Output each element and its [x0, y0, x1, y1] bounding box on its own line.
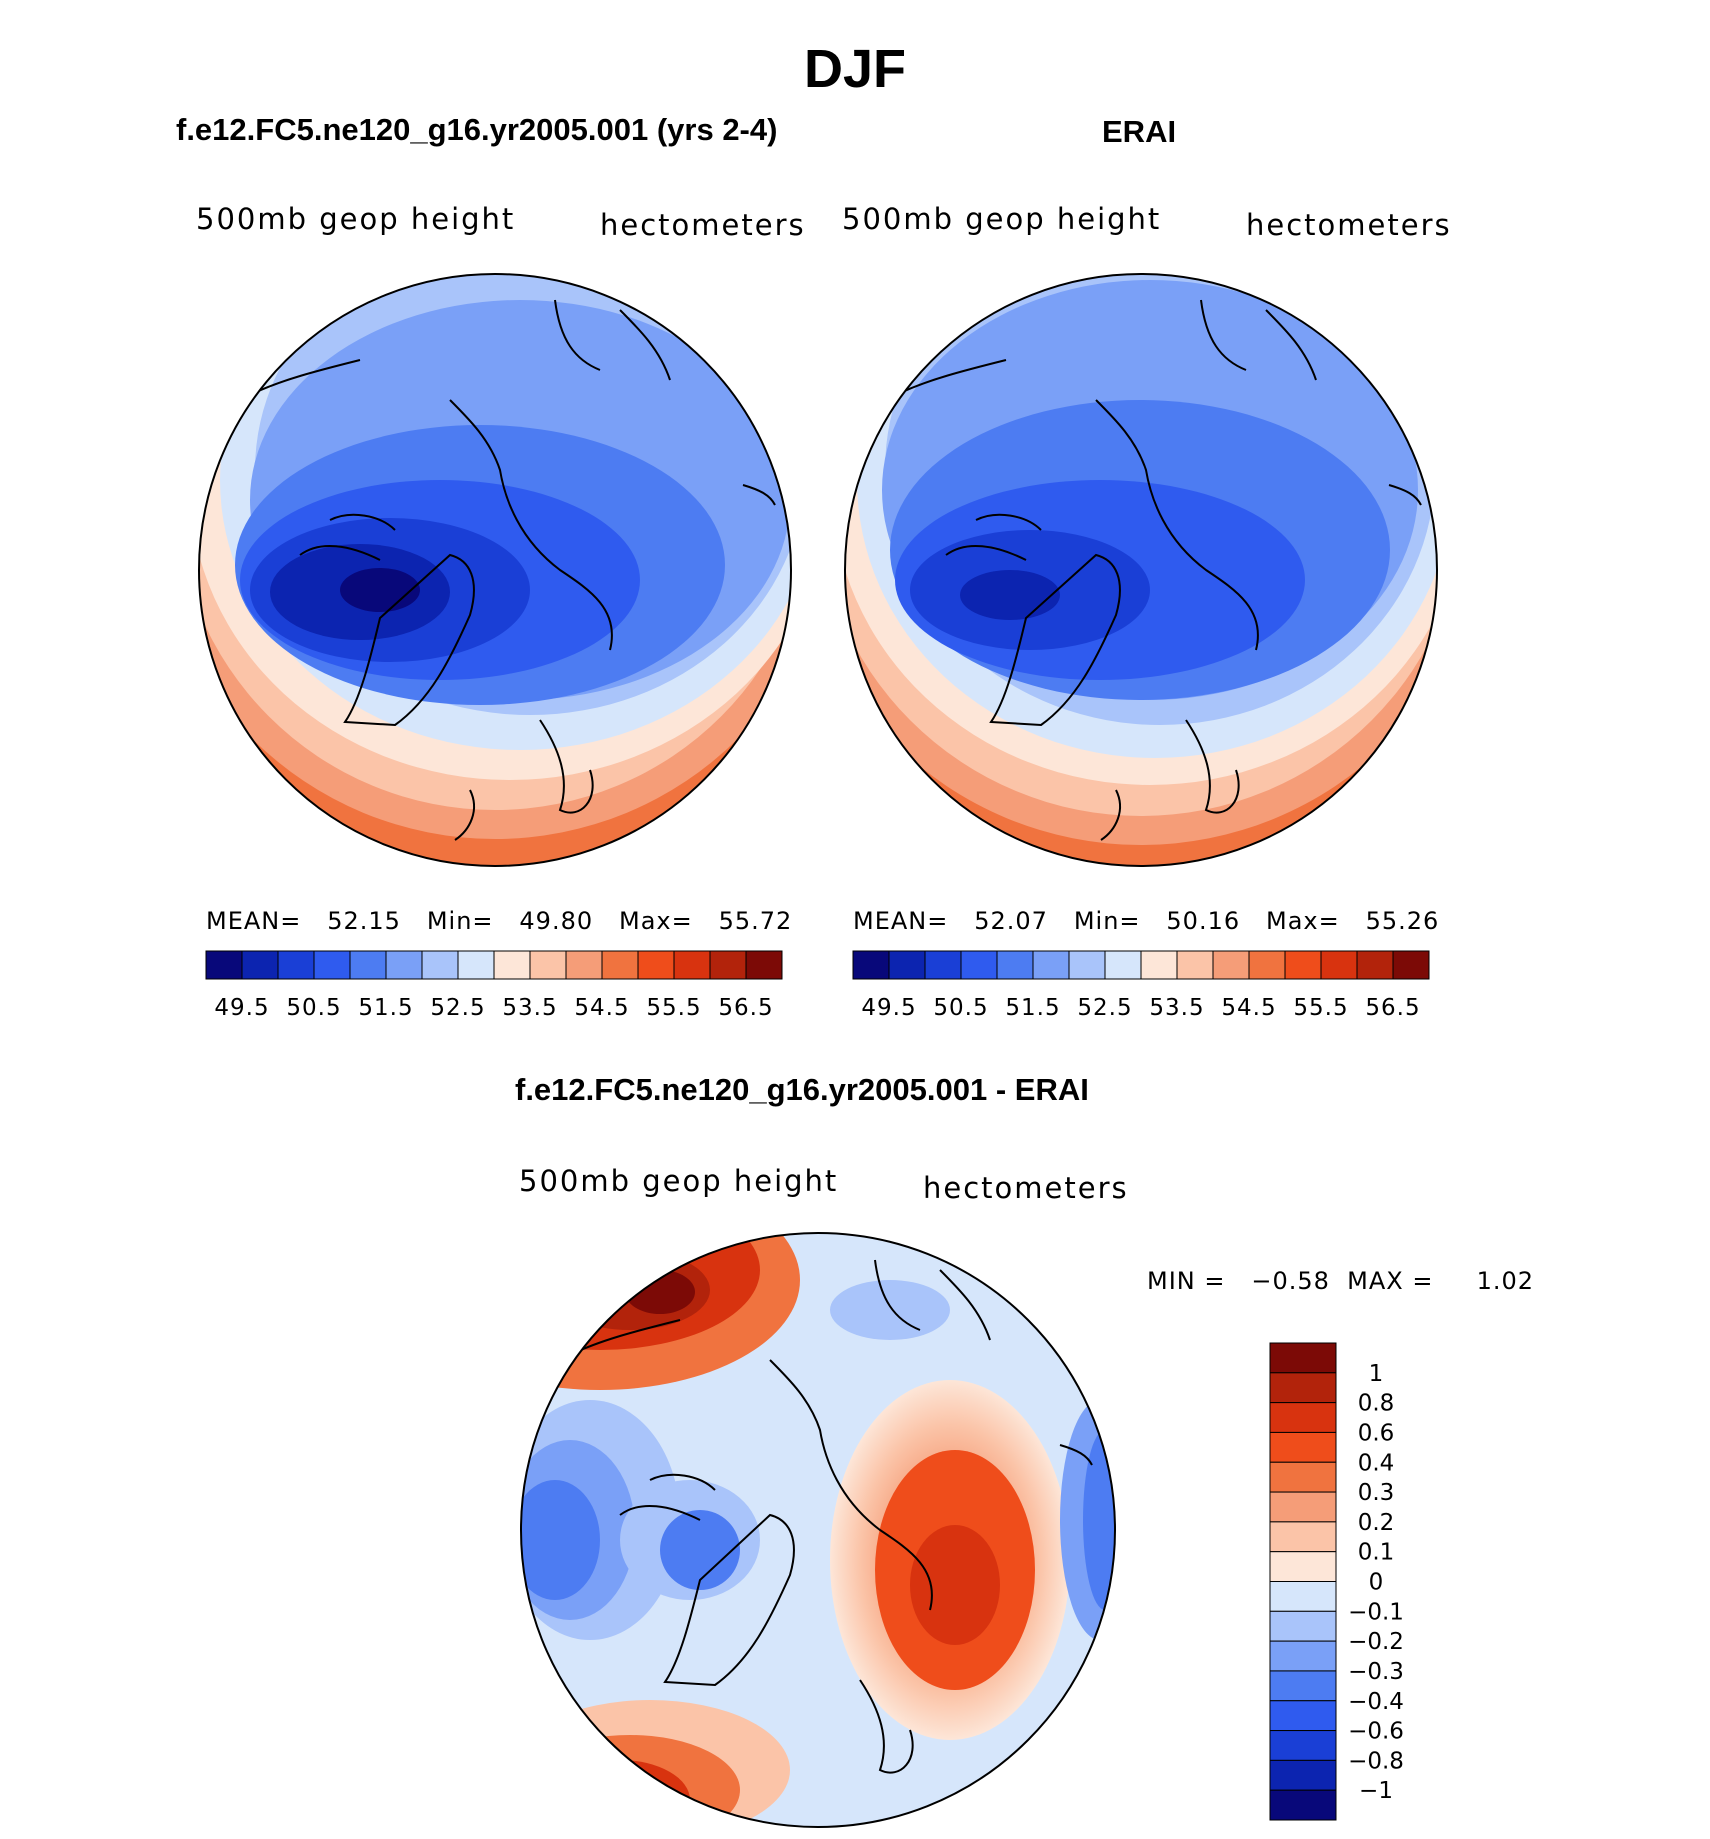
panel2-stats: MEAN= 52.07 Min= 50.16 Max= 55.26	[853, 907, 1440, 935]
panel2-units-label: hectometers	[1246, 208, 1452, 242]
panel3-colorbar-swatch	[1269, 1342, 1337, 1374]
panel3-colorbar-swatch	[1269, 1640, 1337, 1672]
panel3-colorbar-swatch	[1269, 1431, 1337, 1463]
panel1-stats: MEAN= 52.15 Min= 49.80 Max= 55.72	[206, 907, 793, 935]
panel1-colorbar-swatch	[349, 950, 387, 980]
panel2-colorbar-swatch	[960, 950, 998, 980]
panel1-colorbar-tick-label: 53.5	[502, 995, 557, 1021]
panel3-colorbar-tick-label: 0.8	[1358, 1391, 1395, 1417]
panel1-colorbar-tick-label: 56.5	[718, 995, 773, 1021]
panel1-colorbar-tick-label: 55.5	[646, 995, 701, 1021]
panel1-title: f.e12.FC5.ne120_g16.yr2005.001 (yrs 2-4)	[176, 112, 778, 147]
panel3-colorbar-tick-label: 0.2	[1358, 1510, 1395, 1536]
panel2-colorbar-swatch	[1320, 950, 1358, 980]
panel3-colorbar-tick-label: 1	[1369, 1361, 1384, 1387]
panel3-colorbar-swatch	[1269, 1581, 1337, 1612]
panel3-colorbar-tick-label: −0.6	[1348, 1719, 1404, 1745]
panel3-colorbar-swatch	[1269, 1491, 1337, 1523]
panel2-colorbar: 49.5 50.5 51.5 52.5 53.5 54.5 55.5 56.5	[852, 950, 1430, 1021]
panel1-colorbar-tick-label: 49.5	[214, 995, 269, 1021]
panel1-units-label: hectometers	[600, 208, 806, 242]
panel1-colorbar-tick-label: 51.5	[358, 995, 413, 1021]
panel1-colorbar-swatch	[601, 950, 639, 980]
panel3-colorbar-swatch	[1269, 1610, 1337, 1642]
panel1-colorbar-swatch	[421, 950, 459, 980]
panel3-colorbar-swatch	[1269, 1461, 1337, 1493]
panel2-colorbar-tick-label: 51.5	[1005, 995, 1060, 1021]
panel1-colorbar-swatch	[241, 950, 279, 980]
panel3-colorbar-swatch	[1269, 1789, 1337, 1821]
panel3-colorbar-swatch	[1269, 1551, 1337, 1582]
panel2-colorbar-swatch	[1104, 950, 1142, 980]
panel1-map	[198, 273, 792, 867]
panel1-colorbar-swatch	[745, 950, 783, 980]
panel3-colorbar-tick-label: 0	[1369, 1570, 1384, 1596]
panel2-colorbar-tick-label: 49.5	[861, 995, 916, 1021]
panel2-colorbar-tick-label: 53.5	[1149, 995, 1204, 1021]
panel2-colorbar-swatch	[852, 950, 890, 980]
panel3-stats: MIN = −0.58 MAX = 1.02	[1147, 1267, 1535, 1295]
panel3-colorbar-tick-label: 0.6	[1358, 1420, 1395, 1446]
panel1-colorbar-swatch	[313, 950, 351, 980]
panel1-colorbar-swatch	[457, 950, 495, 980]
panel2-colorbar-tick-label: 54.5	[1221, 995, 1276, 1021]
panel1-colorbar-tick-label: 54.5	[574, 995, 629, 1021]
panel1-colorbar-swatch	[529, 950, 567, 980]
panel3-colorbar-swatch	[1269, 1730, 1337, 1761]
panel2-colorbar-swatch	[1032, 950, 1070, 980]
panel3-colorbar-swatch	[1269, 1402, 1337, 1433]
panel3-colorbar-tick-label: −0.2	[1348, 1629, 1404, 1655]
panel3-colorbar-swatch	[1269, 1670, 1337, 1702]
panel1-colorbar-swatch	[277, 950, 315, 980]
panel2-colorbar-swatch	[1140, 950, 1178, 980]
panel3-colorbar-swatch	[1269, 1372, 1337, 1404]
panel2-colorbar-swatch	[1068, 950, 1106, 980]
panel3-colorbar-swatch	[1269, 1521, 1337, 1553]
panel3-colorbar-tick-label: 0.4	[1358, 1450, 1395, 1476]
panel1-colorbar-swatch	[493, 950, 531, 980]
panel1-colorbar: 49.5 50.5 51.5 52.5 53.5 54.5 55.5 56.5	[205, 950, 783, 1021]
panel1-colorbar-swatch	[385, 950, 423, 980]
panel3-colorbar-tick-label: 0.3	[1358, 1480, 1395, 1506]
panel1-colorbar-tick-label: 50.5	[286, 995, 341, 1021]
panel2-colorbar-tick-label: 56.5	[1365, 995, 1420, 1021]
panel1-colorbar-swatch	[565, 950, 603, 980]
panel3-title: f.e12.FC5.ne120_g16.yr2005.001 - ERAI	[515, 1072, 1089, 1107]
panel1-variable-label: 500mb geop height	[196, 202, 516, 236]
panel2-colorbar-swatch	[924, 950, 962, 980]
panel3-colorbar-tick-label: −0.4	[1348, 1689, 1404, 1715]
panel1-colorbar-swatch	[673, 950, 711, 980]
panel3-colorbar-tick-label: −1	[1359, 1778, 1393, 1804]
panel3-colorbar: 1 0.8 0.6 0.4 0.3 0.2 0.1 0 −0.1 −0.2 −0.3 −0.4 −0.6…	[1269, 1342, 1404, 1821]
panel2-colorbar-tick-label: 55.5	[1293, 995, 1348, 1021]
panel3-variable-label: 500mb geop height	[519, 1164, 839, 1198]
panel2-colorbar-swatch	[1392, 950, 1430, 980]
panel2-colorbar-swatch	[888, 950, 926, 980]
panel1-colorbar-swatch	[637, 950, 675, 980]
panel2-colorbar-swatch	[1248, 950, 1286, 980]
panel2-colorbar-swatch	[1212, 950, 1250, 980]
panel2-colorbar-swatch	[996, 950, 1034, 980]
panel2-colorbar-tick-label: 52.5	[1077, 995, 1132, 1021]
panel1-colorbar-tick-label: 52.5	[430, 995, 485, 1021]
panel3-map	[520, 1232, 1116, 1828]
panel3-units-label: hectometers	[923, 1171, 1129, 1205]
panel2-map	[844, 273, 1438, 867]
panel2-title: ERAI	[1102, 114, 1177, 149]
panel3-colorbar-swatch	[1269, 1759, 1337, 1791]
panel1-colorbar-swatch	[205, 950, 243, 980]
panel2-colorbar-swatch	[1176, 950, 1214, 980]
panel3-colorbar-tick-label: −0.3	[1348, 1659, 1404, 1685]
page-title: DJF	[803, 39, 906, 99]
panel2-colorbar-swatch	[1356, 950, 1394, 980]
panel3-colorbar-tick-label: −0.8	[1348, 1748, 1404, 1774]
panel2-colorbar-swatch	[1284, 950, 1322, 980]
panel3-colorbar-tick-label: 0.1	[1358, 1540, 1395, 1566]
panel3-colorbar-tick-label: −0.1	[1348, 1599, 1404, 1625]
panel1-colorbar-swatch	[709, 950, 747, 980]
panel3-colorbar-swatch	[1269, 1700, 1337, 1732]
panel2-variable-label: 500mb geop height	[842, 202, 1162, 236]
panel2-colorbar-tick-label: 50.5	[933, 995, 988, 1021]
